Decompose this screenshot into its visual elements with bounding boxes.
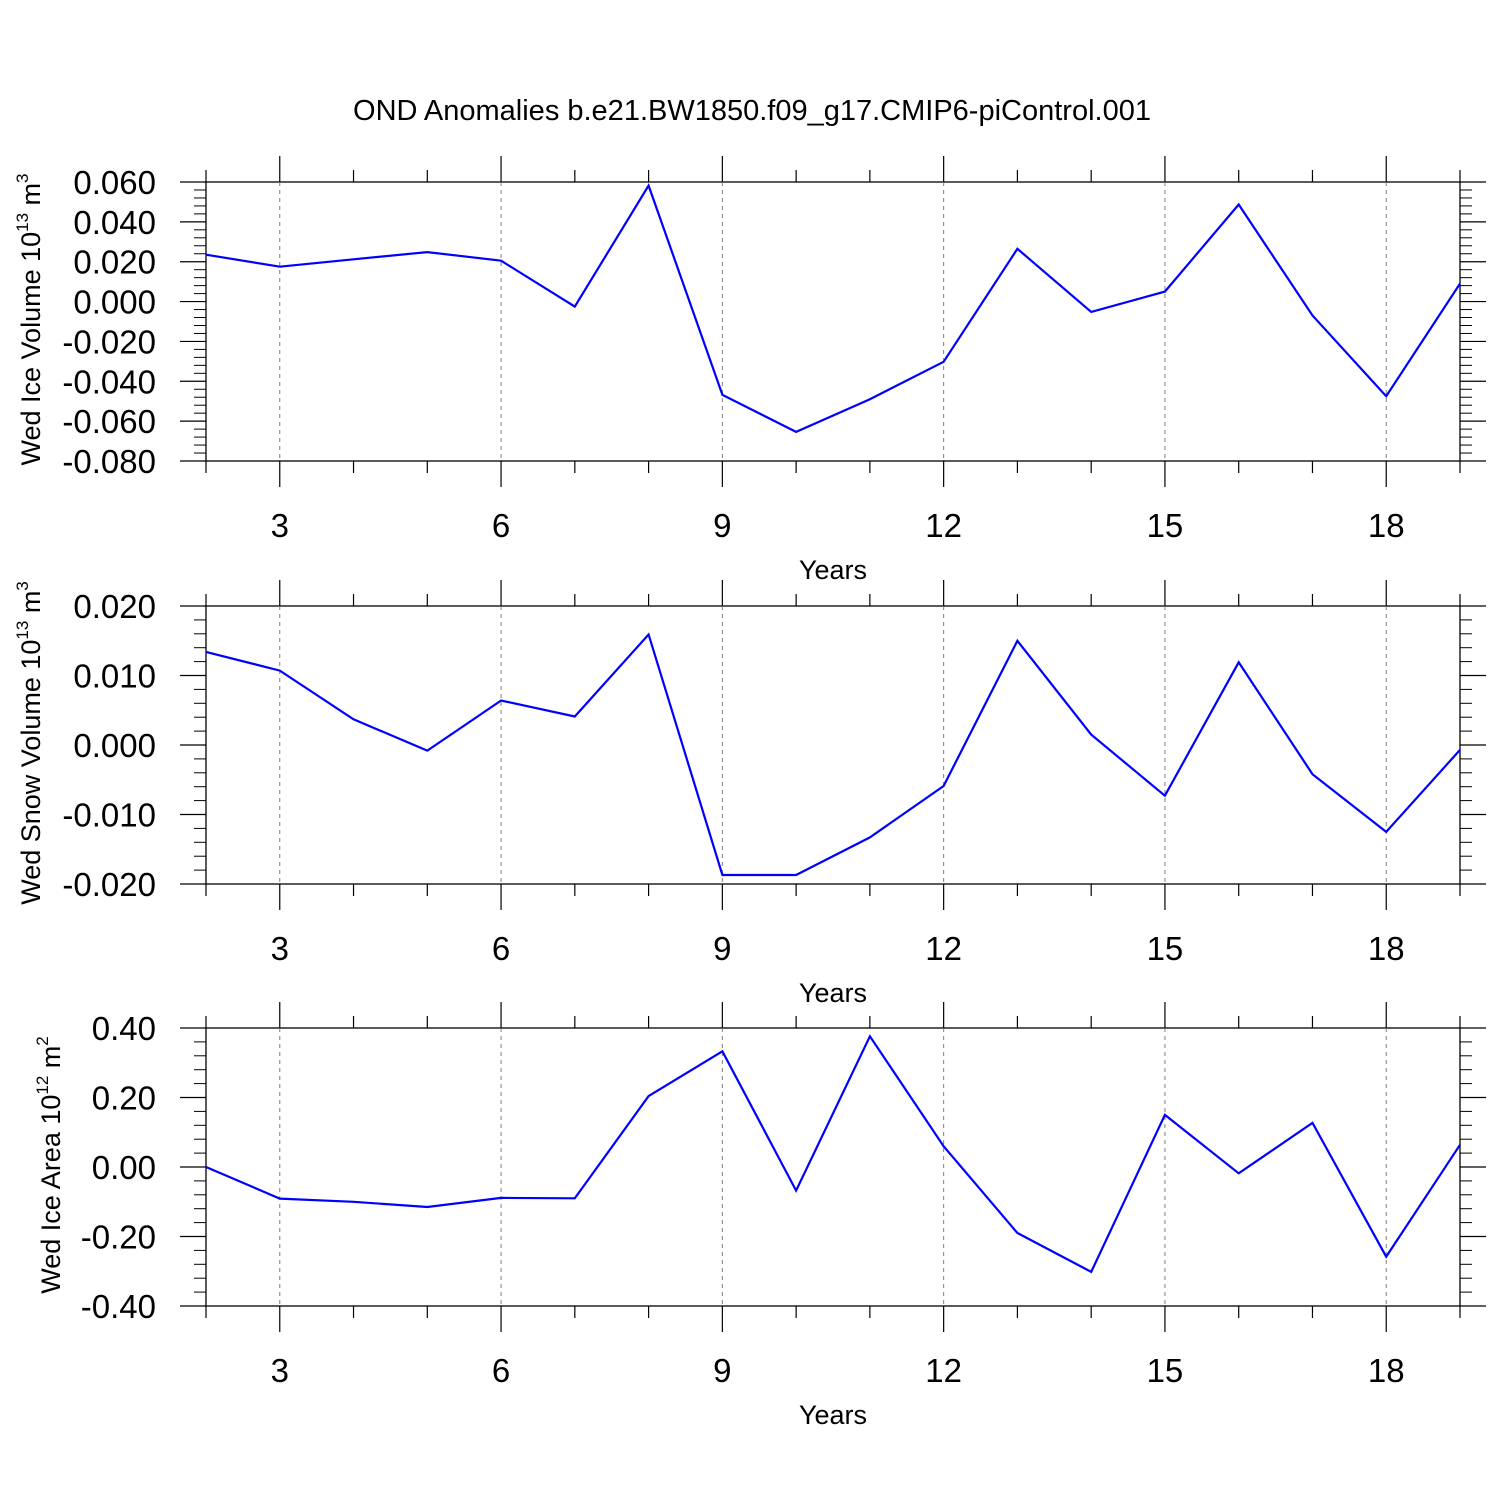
- panel-2: 3 6 9 12 15 18 -0.020 -0.010 0.000 0.010 0.020 Year…: [13, 580, 1486, 1008]
- y-tick-label: -0.20: [81, 1219, 156, 1256]
- y-tick-label: -0.040: [62, 363, 156, 400]
- panel-3: 3 6 9 12 15 18 -0.40 -0.20 0.00 0.20 0.40 Years Wed …: [33, 1002, 1486, 1430]
- y-tick-label: -0.010: [62, 797, 156, 834]
- y-tick-label: -0.080: [62, 443, 156, 480]
- y-tick-label: 0.040: [73, 204, 156, 241]
- y-axis-title: Wed Ice Volume 1013 m3: [13, 173, 46, 465]
- x-axis-title: Years: [799, 1400, 867, 1430]
- x-tick-label: 15: [1147, 930, 1184, 967]
- y-axis-title: Wed Snow Volume 1013 m3: [13, 581, 46, 905]
- y-tick-label: 0.00: [92, 1149, 156, 1186]
- plot-frame: [205, 181, 1461, 462]
- y-tick-label: -0.020: [62, 866, 156, 903]
- x-tick-label: 9: [713, 930, 731, 967]
- x-tick-label: 18: [1368, 930, 1405, 967]
- x-tick-label: 9: [713, 1352, 731, 1389]
- panels: 3 6 9 12 15 18-0.080-0.060-0.040-0.0200.0000.…: [13, 156, 1486, 1430]
- y-tick-label: 0.20: [92, 1080, 156, 1117]
- y-tick-label: 0.000: [73, 727, 156, 764]
- x-axis-title: Years: [799, 555, 867, 585]
- series-line: [205, 632, 1461, 877]
- x-tick-label: 3: [271, 507, 289, 544]
- panel-1: 3 6 9 12 15 18-0.080-0.060-0.040-0.0200.0000.…: [13, 156, 1486, 585]
- x-tick-label: 18: [1368, 1352, 1405, 1389]
- x-tick-label: 6: [492, 930, 510, 967]
- series-line: [205, 183, 1461, 434]
- y-tick-label: -0.020: [62, 323, 156, 360]
- x-tick-label: 12: [925, 930, 962, 967]
- x-tick-label: 15: [1147, 1352, 1184, 1389]
- x-tick-label: 9: [713, 507, 731, 544]
- y-axis-title: Wed Ice Area 1012 m2: [33, 1036, 66, 1294]
- x-tick-label: 15: [1147, 507, 1184, 544]
- y-tick-label: 0.020: [73, 588, 156, 625]
- y-tick-label: 0.010: [73, 658, 156, 695]
- x-tick-label: 12: [925, 1352, 962, 1389]
- series-line: [205, 1034, 1461, 1274]
- x-axis-title: Years: [799, 978, 867, 1008]
- x-tick-label: 3: [271, 930, 289, 967]
- x-tick-label: 3: [271, 1352, 289, 1389]
- x-tick-label: 18: [1368, 507, 1405, 544]
- y-tick-label: 0.000: [73, 284, 156, 321]
- y-tick-label: -0.060: [62, 403, 156, 440]
- x-tick-label: 6: [492, 1352, 510, 1389]
- x-tick-label: 6: [492, 507, 510, 544]
- y-tick-label: 0.060: [73, 164, 156, 201]
- y-tick-label: -0.40: [81, 1288, 156, 1325]
- figure-title: OND Anomalies b.e21.BW1850.f09_g17.CMIP6…: [353, 95, 1151, 127]
- y-tick-label: 0.40: [92, 1010, 156, 1047]
- y-tick-label: 0.020: [73, 244, 156, 281]
- x-tick-label: 12: [925, 507, 962, 544]
